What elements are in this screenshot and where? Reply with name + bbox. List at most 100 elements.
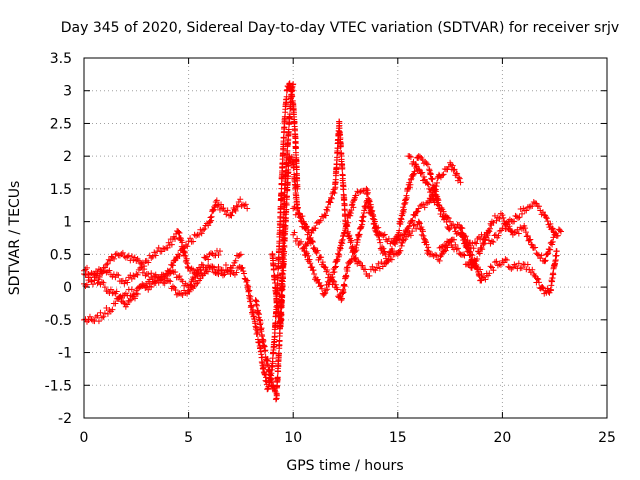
data-point <box>131 295 138 302</box>
data-point <box>291 203 298 210</box>
data-point <box>410 222 417 229</box>
data-point <box>332 264 339 271</box>
series-track-e <box>290 197 485 304</box>
data-point <box>296 211 303 218</box>
data-point <box>548 282 555 289</box>
data-point <box>309 264 316 271</box>
data-point <box>341 201 348 208</box>
data-point <box>121 300 128 307</box>
data-point <box>176 273 183 280</box>
data-point <box>106 267 113 274</box>
data-point <box>377 239 384 246</box>
data-point <box>201 254 208 261</box>
data-point <box>83 264 90 271</box>
data-point <box>285 169 292 176</box>
data-point <box>270 265 277 272</box>
data-point <box>340 289 347 296</box>
data-point <box>182 241 189 248</box>
data-point <box>483 234 490 241</box>
data-point <box>425 244 432 251</box>
data-point <box>453 246 460 253</box>
data-point <box>139 269 146 276</box>
data-point <box>355 189 362 196</box>
data-point <box>94 280 101 287</box>
data-point <box>496 261 503 268</box>
data-point <box>536 203 543 210</box>
data-point <box>486 270 493 277</box>
data-point <box>239 264 246 271</box>
data-point <box>339 164 346 171</box>
data-point <box>413 162 420 169</box>
data-point <box>199 262 206 269</box>
data-point <box>289 87 296 94</box>
data-point <box>407 232 414 239</box>
data-point <box>151 278 158 285</box>
data-point <box>370 213 377 220</box>
data-point <box>185 287 192 294</box>
data-point <box>134 271 141 278</box>
data-point <box>137 264 144 271</box>
data-point <box>356 231 363 238</box>
data-point <box>473 265 480 272</box>
data-point <box>287 105 294 112</box>
data-point <box>197 275 204 282</box>
data-point <box>165 277 172 284</box>
data-point <box>534 251 541 258</box>
data-point <box>353 242 360 249</box>
data-point <box>491 212 498 219</box>
data-point <box>502 256 509 263</box>
data-point <box>89 281 96 288</box>
data-point <box>549 238 556 245</box>
data-point <box>82 316 89 323</box>
y-tick-label: -0.5 <box>45 313 72 329</box>
data-point <box>311 271 318 277</box>
data-point <box>332 281 339 288</box>
data-point <box>193 232 200 239</box>
data-point <box>318 254 325 261</box>
data-point <box>130 256 137 263</box>
x-axis-title: GPS time / hours <box>286 458 403 474</box>
data-point <box>294 235 301 242</box>
data-point <box>101 264 108 271</box>
data-point <box>120 299 127 306</box>
data-point <box>482 276 489 283</box>
data-point <box>422 238 429 245</box>
data-point <box>258 325 265 332</box>
data-point <box>439 243 446 250</box>
data-point <box>101 284 108 291</box>
data-point <box>462 233 469 240</box>
data-point <box>536 279 543 286</box>
data-point <box>340 186 347 193</box>
data-point <box>210 207 217 214</box>
data-point <box>352 257 359 264</box>
data-point <box>542 214 549 221</box>
data-point <box>486 228 493 235</box>
data-point <box>378 259 385 266</box>
data-point <box>499 212 506 219</box>
data-point <box>523 207 530 214</box>
data-point <box>103 261 110 268</box>
data-point <box>351 196 358 203</box>
data-point <box>341 283 348 290</box>
data-point <box>524 204 531 211</box>
data-point <box>439 172 446 179</box>
data-point <box>262 347 269 354</box>
data-point <box>459 231 466 238</box>
data-point <box>480 241 487 248</box>
data-point <box>554 232 561 239</box>
data-point <box>100 267 107 274</box>
series-track-d <box>81 247 223 310</box>
data-point <box>234 203 241 210</box>
data-point <box>187 282 194 289</box>
data-point <box>152 252 159 259</box>
series-track-h <box>405 153 558 252</box>
data-point <box>186 288 193 295</box>
data-point <box>451 166 458 173</box>
data-point <box>496 228 503 235</box>
data-point <box>279 270 286 277</box>
data-point <box>294 206 301 213</box>
data-point <box>128 286 135 293</box>
data-point <box>356 259 363 266</box>
data-point <box>92 314 99 321</box>
data-point <box>221 208 228 215</box>
